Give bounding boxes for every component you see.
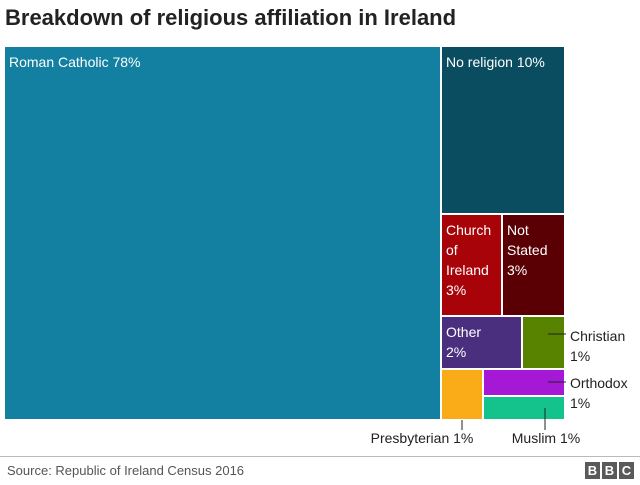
treemap-label: Presbyterian 1% bbox=[371, 430, 474, 446]
logo-letter: B bbox=[585, 462, 600, 479]
treemap-label: Other 2% bbox=[446, 324, 481, 360]
footer-divider bbox=[0, 456, 640, 457]
treemap-chart: Roman Catholic 78% No religion 10% Church o… bbox=[3, 45, 628, 446]
treemap-label: Christian 1% bbox=[570, 328, 625, 364]
bbc-logo: B B C bbox=[585, 462, 634, 479]
treemap-label: Church of Ireland 3% bbox=[446, 222, 491, 298]
treemap-cell-church-of-ireland bbox=[440, 213, 503, 317]
treemap-label: Muslim 1% bbox=[512, 430, 580, 446]
treemap-label: Not Stated 3% bbox=[507, 222, 547, 278]
treemap-cell-roman-catholic bbox=[3, 45, 442, 421]
source-note: Source: Republic of Ireland Census 2016 bbox=[7, 463, 245, 478]
treemap-cell-not-stated bbox=[501, 213, 566, 317]
treemap-cell-muslim bbox=[482, 395, 566, 421]
logo-letter: B bbox=[602, 462, 617, 479]
treemap-cell-orthodox bbox=[482, 368, 566, 397]
treemap-cell-no-religion bbox=[440, 45, 566, 215]
treemap-cell-christian bbox=[521, 315, 566, 370]
treemap-label: Roman Catholic 78% bbox=[9, 54, 141, 70]
treemap-label: Orthodox 1% bbox=[570, 375, 628, 411]
logo-letter: C bbox=[619, 462, 634, 479]
chart-title: Breakdown of religious affiliation in Ir… bbox=[5, 5, 457, 30]
treemap-label: No religion 10% bbox=[446, 54, 545, 70]
treemap-cell-presbyterian bbox=[440, 368, 484, 421]
